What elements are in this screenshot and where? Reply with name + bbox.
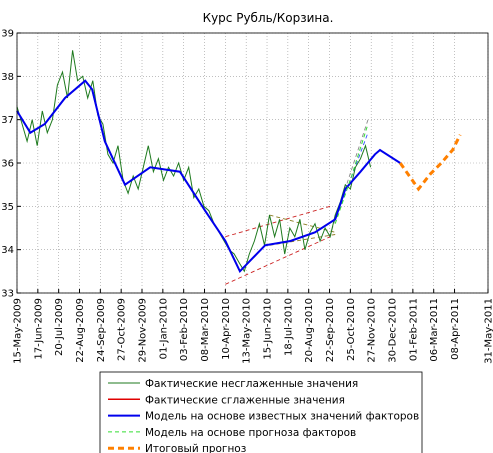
y-tick-label: 35 [1, 202, 14, 213]
x-tick-label: 10-Apr-2010 [221, 298, 232, 360]
axes-box [16, 32, 489, 294]
x-tick-label: 01-Feb-2011 [408, 298, 419, 361]
x-tick-label: 27-Oct-2009 [117, 298, 128, 361]
legend-box [99, 371, 423, 453]
x-tick-label: 27-Nov-2010 [367, 298, 378, 363]
series-line [16, 50, 372, 273]
x-tick-label: 22-Sep-2010 [325, 298, 336, 362]
x-tick-label: 29-Nov-2009 [138, 298, 149, 363]
x-tick-label: 18-Jul-2010 [283, 298, 294, 356]
x-tick-label: 20-Aug-2010 [304, 298, 315, 363]
legend-label: Фактические несглаженные значения [145, 378, 358, 390]
legend-label: Фактические сглаженные значения [145, 394, 345, 406]
y-tick-label: 38 [1, 72, 14, 83]
x-tick-label: 25-Oct-2010 [346, 298, 357, 361]
x-tick-label: 31-May-2011 [484, 298, 493, 364]
x-tick-label: 17-Jun-2009 [33, 298, 44, 360]
series-line [16, 79, 401, 274]
legend-label: Модель на основе известных значений факт… [145, 411, 419, 423]
legend-label: Итоговый прогноз [145, 443, 246, 453]
y-tick-label: 34 [1, 245, 14, 256]
trend-line [225, 236, 331, 285]
x-tick-label: 15-May-2009 [13, 298, 24, 364]
x-tick-label: 01-Jan-2010 [158, 298, 169, 359]
y-tick-label: 36 [1, 159, 14, 170]
x-tick-label: 15-Jun-2010 [263, 298, 274, 360]
x-tick-label: 13-May-2010 [242, 298, 253, 364]
x-tick-label: 22-Aug-2009 [75, 298, 86, 363]
x-tick-label: 03-Feb-2010 [179, 298, 190, 361]
y-tick-label: 39 [1, 29, 14, 40]
x-tick-label: 08-Apr-2011 [450, 298, 461, 360]
series-line [334, 123, 369, 224]
y-tick-label: 33 [1, 289, 14, 300]
x-tick-label: 06-Mar-2011 [429, 298, 440, 362]
plot-area [17, 33, 488, 293]
legend-label: Модель на основе прогноза факторов [145, 427, 356, 439]
y-tick-label: 37 [1, 115, 14, 126]
x-tick-label: 24-Sep-2009 [96, 298, 107, 362]
chart-title: Курс Рубль/Корзина. [203, 11, 334, 25]
x-tick-label: 08-Mar-2010 [200, 298, 211, 362]
x-tick-label: 30-Dec-2010 [388, 298, 399, 363]
x-tick-label: 20-Jul-2009 [54, 298, 65, 356]
